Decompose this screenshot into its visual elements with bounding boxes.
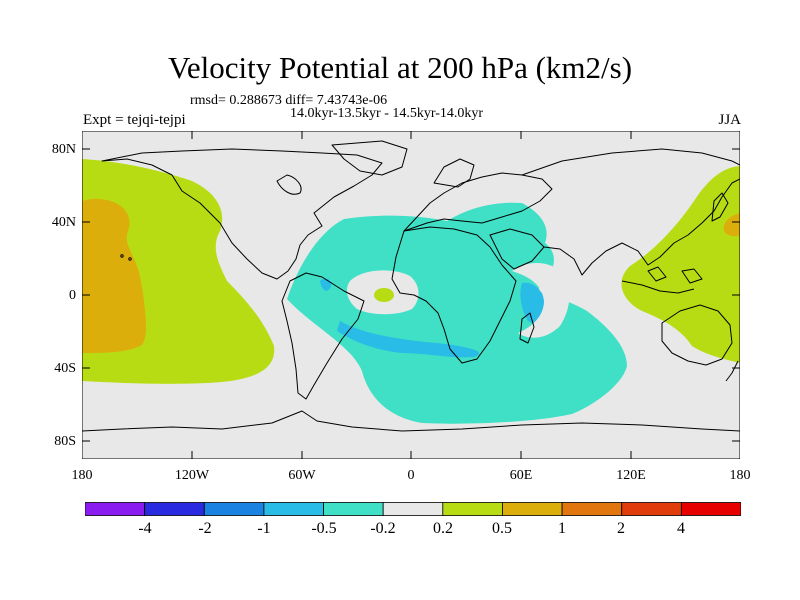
colorbar-box [621, 502, 682, 516]
colorbar-label: 1 [558, 520, 566, 537]
colorbar-box [561, 502, 623, 516]
west-pacific-positive-core [723, 213, 740, 237]
lon-tick-label: 180 [71, 468, 93, 483]
coastline-north-america [101, 148, 383, 280]
coastline-asia [521, 148, 740, 276]
coastline-new-zealand [725, 360, 739, 382]
atlantic-indian-negative-core [337, 321, 480, 358]
coastline-madagascar [519, 312, 535, 344]
colorbar-label: 4 [677, 520, 685, 537]
colorbar-box [502, 502, 563, 516]
positive-spot-atlantic [374, 288, 394, 302]
lat-tick-label: 40N [51, 215, 76, 230]
colorbar-box [203, 502, 265, 516]
neutral-hole-indian [512, 262, 570, 338]
lon-tick-label: 120W [174, 468, 210, 483]
negative-core-indian [520, 282, 546, 324]
season-label: JJA [718, 112, 741, 128]
colorbar-box [382, 502, 444, 516]
atlantic-indian-negative-region [287, 202, 627, 424]
plot-title: Velocity Potential at 200 hPa (km2/s) [167, 50, 633, 85]
colorbar-box [144, 502, 205, 516]
colorbar-label: -2 [198, 520, 212, 537]
colorbar-box [680, 502, 741, 516]
colorbar-box [442, 502, 503, 516]
coastline-indonesia [621, 266, 703, 294]
coastline-hawaii [120, 254, 124, 258]
colorbar-label: -4 [138, 520, 152, 537]
axis-ticks [82, 131, 740, 459]
colorbar-label: -0.2 [370, 520, 396, 537]
lat-tick-label: 0 [69, 288, 76, 303]
colorbar-box [85, 502, 146, 516]
colorbar-label: 0.2 [433, 520, 453, 537]
pacific-positive-core [82, 198, 146, 353]
colorbar [85, 502, 741, 516]
experiment-label: Expt = tejqi-tejpi [83, 112, 186, 128]
lat-tick-label: 80N [51, 142, 76, 157]
lat-tick-label: 40S [54, 361, 76, 376]
coastline-south-america [281, 272, 365, 400]
coastlines [82, 140, 740, 432]
coastline-hudson-bay [276, 174, 302, 195]
map-panel [82, 131, 740, 459]
coastline-japan [711, 192, 729, 222]
lon-tick-label: 60E [509, 468, 533, 483]
coastline-greenland [331, 140, 408, 176]
lat-tick-label: 80S [54, 434, 76, 449]
colorbar-box [323, 502, 384, 516]
colorbar-label: 0.5 [492, 520, 512, 537]
lon-tick-label: 180 [729, 468, 751, 483]
stats-line: rmsd= 0.288673 diff= 7.43743e-06 [190, 93, 388, 108]
colorbar-label: -1 [257, 520, 271, 537]
coastline-arabia [489, 228, 545, 270]
colorbar-label: -0.5 [311, 520, 337, 537]
colorbar-label: 2 [617, 520, 625, 537]
coastline-hawaii [128, 257, 132, 261]
coastline-scandinavia [433, 158, 475, 188]
lon-tick-label: 0 [407, 468, 415, 483]
period-line: 14.0kyr-13.5kyr - 14.5kyr-14.0kyr [290, 106, 484, 121]
coastline-australia [661, 304, 733, 366]
coastline-antarctica [82, 410, 740, 432]
lon-tick-label: 60W [288, 468, 316, 483]
colorbar-box [263, 502, 324, 516]
lon-tick-label: 120E [616, 468, 646, 483]
coastline-africa [391, 226, 517, 364]
coastline-europe [403, 172, 553, 232]
